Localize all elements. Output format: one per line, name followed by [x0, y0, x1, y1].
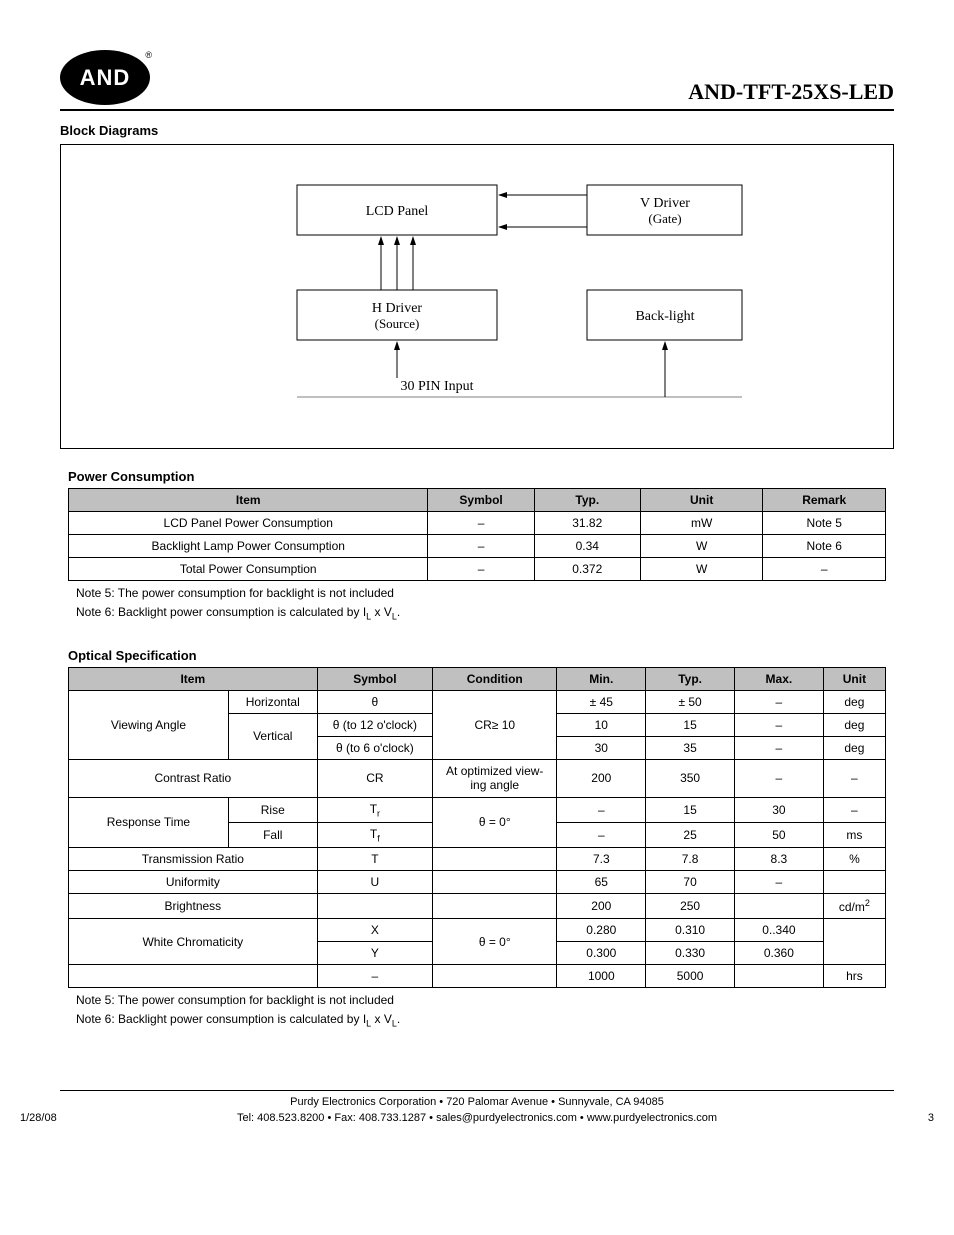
table-row: Backlight Lamp Power Consumption – 0.34 … — [69, 535, 886, 558]
h-driver-label: H Driver — [372, 301, 422, 316]
table-row: Transmission Ratio T 7.3 7.8 8.3 % — [69, 848, 886, 871]
table-row: Viewing Angle Horizontal θ CR≥ 10 ± 45 ±… — [69, 690, 886, 713]
backlight-label: Back-light — [635, 309, 694, 324]
table-row: White Chromaticity X θ = 0° 0.280 0.310 … — [69, 919, 886, 942]
optical-spec-table: Item Symbol Condition Min. Typ. Max. Uni… — [68, 667, 886, 989]
v-driver-sub: (Gate) — [648, 211, 681, 226]
th-condition: Condition — [433, 667, 557, 690]
footer-page: 3 — [928, 1111, 934, 1126]
th-remark: Remark — [763, 489, 886, 512]
table-row: – 1000 5000 hrs — [69, 965, 886, 988]
th-min: Min. — [557, 667, 646, 690]
th-symbol: Symbol — [317, 667, 432, 690]
h-driver-sub: (Source) — [375, 316, 420, 331]
optical-spec-title: Optical Specification — [68, 648, 886, 663]
th-unit: Unit — [823, 667, 885, 690]
block-diagrams-title: Block Diagrams — [60, 123, 894, 138]
note-6-repeat: Note 6: Backlight power consumption is c… — [76, 1011, 886, 1030]
table-row: Total Power Consumption – 0.372 W – — [69, 558, 886, 581]
input-label: 30 PIN Input — [400, 379, 473, 394]
logo-text: AND — [80, 65, 131, 91]
th-typ: Typ. — [646, 667, 735, 690]
power-consumption-title: Power Consumption — [68, 469, 886, 484]
registered-mark-icon: ® — [145, 50, 152, 60]
table-row: Brightness 200 250 cd/m2 — [69, 894, 886, 919]
table-row: LCD Panel Power Consumption – 31.82 mW N… — [69, 512, 886, 535]
block-diagram-svg: LCD Panel V Driver (Gate) H Driver (Sour… — [161, 165, 793, 415]
footer-line1: Purdy Electronics Corporation • 720 Palo… — [60, 1095, 894, 1110]
note-5: Note 5: The power consumption for backli… — [76, 585, 886, 602]
v-driver-label: V Driver — [640, 196, 690, 211]
footer-date: 1/28/08 — [20, 1111, 57, 1126]
th-max: Max. — [735, 667, 824, 690]
and-logo: AND ® — [60, 50, 150, 105]
footer-line2: Tel: 408.523.8200 • Fax: 408.733.1287 • … — [60, 1111, 894, 1126]
table-row: Contrast Ratio CR At optimized view-ing … — [69, 759, 886, 797]
th-unit: Unit — [640, 489, 763, 512]
table-row: Uniformity U 65 70 – — [69, 871, 886, 894]
th-symbol: Symbol — [428, 489, 534, 512]
lcd-panel-label: LCD Panel — [366, 204, 429, 219]
page-footer: Purdy Electronics Corporation • 720 Palo… — [60, 1090, 894, 1126]
power-consumption-table: Item Symbol Typ. Unit Remark LCD Panel P… — [68, 488, 886, 581]
th-item: Item — [69, 489, 428, 512]
note-5-repeat: Note 5: The power consumption for backli… — [76, 992, 886, 1009]
table-header-row: Item Symbol Condition Min. Typ. Max. Uni… — [69, 667, 886, 690]
table-header-row: Item Symbol Typ. Unit Remark — [69, 489, 886, 512]
block-diagram-container: LCD Panel V Driver (Gate) H Driver (Sour… — [60, 144, 894, 449]
page-header: AND ® AND-TFT-25XS-LED — [60, 50, 894, 111]
note-6: Note 6: Backlight power consumption is c… — [76, 604, 886, 623]
th-typ: Typ. — [534, 489, 640, 512]
part-number: AND-TFT-25XS-LED — [688, 79, 894, 105]
th-item: Item — [69, 667, 318, 690]
table-row: Response Time Rise Tr θ = 0° – 15 30 – — [69, 797, 886, 822]
